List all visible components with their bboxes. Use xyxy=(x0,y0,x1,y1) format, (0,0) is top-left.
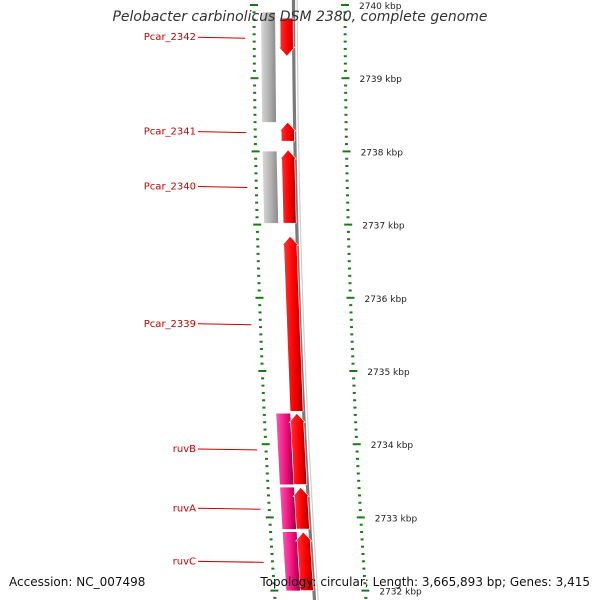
gene-label: ruvC xyxy=(173,556,196,567)
gene-arrow xyxy=(279,121,297,142)
other-gene-block xyxy=(262,151,279,224)
gene-label: Pcar_2339 xyxy=(144,319,196,330)
gene-leader-line xyxy=(197,323,252,326)
gene-arrow xyxy=(288,413,308,485)
gene-label: ruvB xyxy=(173,444,196,455)
gene-leader-line xyxy=(197,507,261,510)
gene-leader-line xyxy=(197,560,264,563)
scale-label: 2738 kbp xyxy=(361,148,404,158)
gene-label: Pcar_2340 xyxy=(144,182,196,193)
alt-cds-block xyxy=(280,487,297,530)
other-gene-block xyxy=(261,12,277,123)
gene-leader-line xyxy=(197,448,258,451)
gene-leader-line xyxy=(197,186,248,189)
alt-cds-block xyxy=(282,532,301,591)
gene-leader-line xyxy=(197,131,247,134)
gene-arrow xyxy=(292,486,310,530)
gene-arrow xyxy=(281,235,304,412)
gene-label: Pcar_2342 xyxy=(144,32,196,43)
scale-label: 2735 kbp xyxy=(367,368,410,378)
scale-label: 2737 kbp xyxy=(362,222,405,232)
scale-label: 2732 kbp xyxy=(379,588,422,598)
scale-label: 2736 kbp xyxy=(364,295,407,305)
backbone-shadow xyxy=(296,0,319,600)
scale-label: 2740 kbp xyxy=(359,2,402,12)
gene-arrow xyxy=(278,17,296,57)
gene-arrow xyxy=(295,531,314,591)
accession-text: Accession: NC_007498 xyxy=(9,575,146,589)
gene-label: ruvA xyxy=(173,503,196,514)
scale-label: 2739 kbp xyxy=(359,75,402,85)
alt-cds-block xyxy=(276,413,294,485)
scale-label: 2733 kbp xyxy=(375,514,418,524)
gene-leader-line xyxy=(197,36,246,39)
scale-label: 2734 kbp xyxy=(371,441,414,451)
gene-arrow xyxy=(279,149,297,224)
genome-title: Pelobacter carbinolicus DSM 2380, comple… xyxy=(112,9,488,25)
gene-label: Pcar_2341 xyxy=(144,127,196,138)
topology-text: Topology: circular; Length: 3,665,893 bp… xyxy=(260,575,590,589)
